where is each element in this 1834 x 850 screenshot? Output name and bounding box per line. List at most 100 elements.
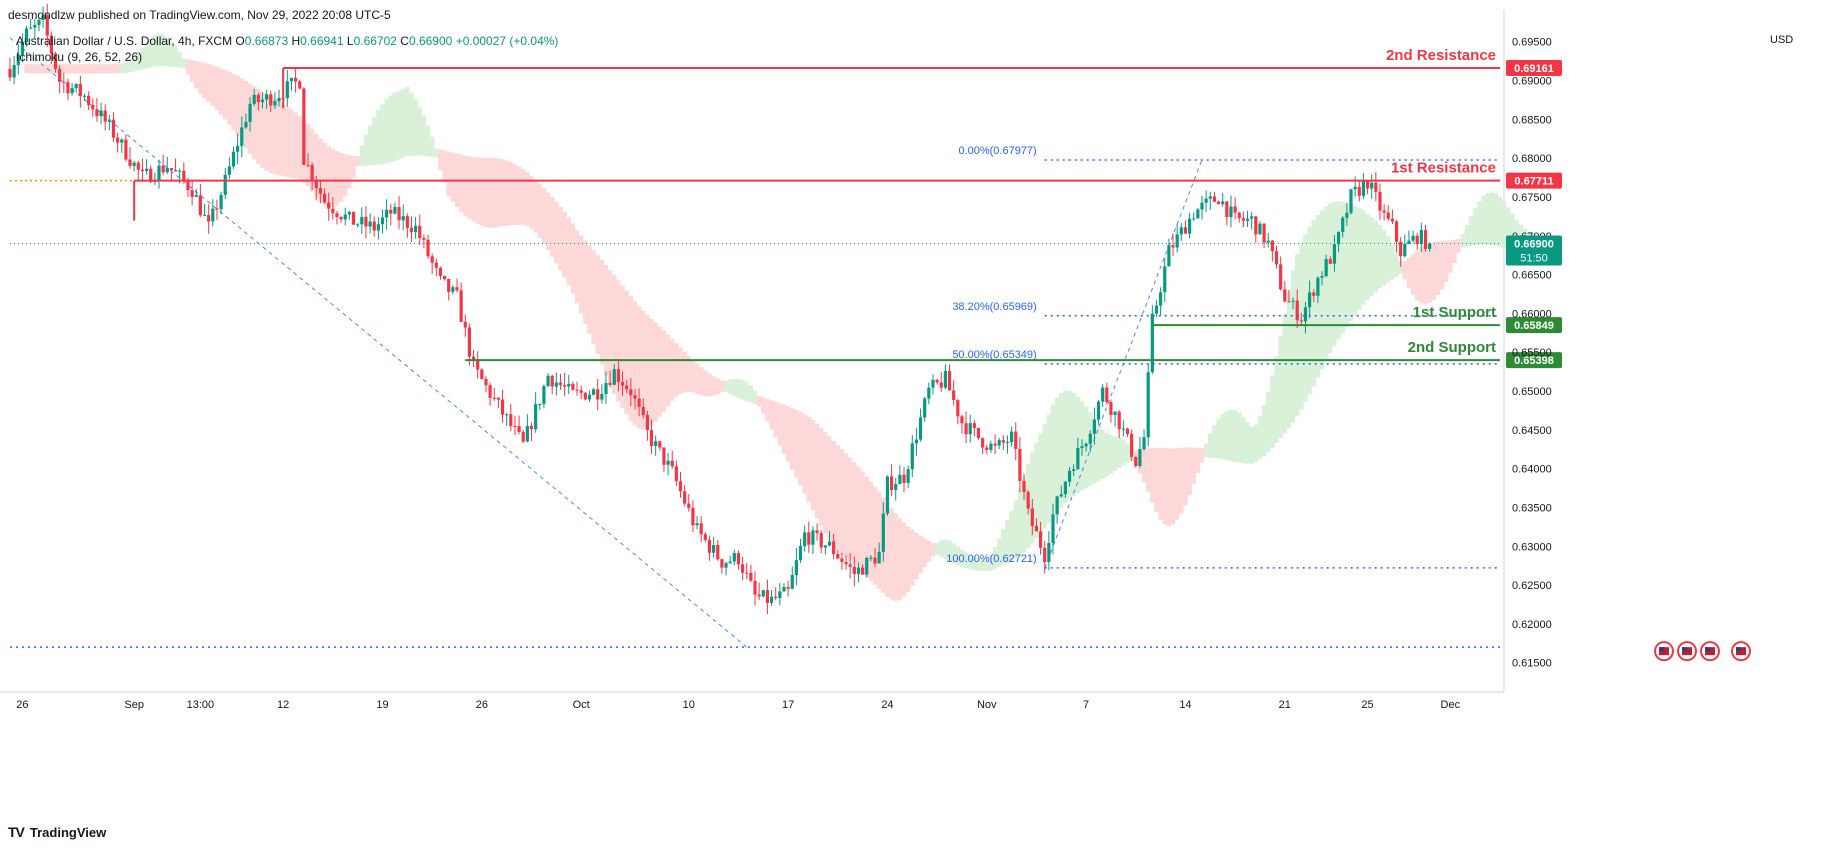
candle-body [1270, 240, 1274, 252]
candle-body [1018, 448, 1022, 481]
candle-body [740, 564, 745, 573]
candle-body [807, 532, 811, 545]
cloud-segment [641, 310, 646, 430]
candle-body [658, 441, 662, 448]
candle-body [1043, 547, 1047, 562]
candle-body [517, 426, 521, 432]
candle-body [1341, 217, 1345, 233]
candle-body [600, 393, 604, 400]
cloud-segment [115, 64, 120, 74]
cloud-segment [1398, 261, 1403, 274]
cloud-segment [223, 69, 228, 120]
support-price-text: 0.65398 [1514, 355, 1554, 367]
cloud-segment [876, 492, 882, 589]
cloud-segment [773, 401, 778, 438]
cloud-segment [260, 91, 265, 168]
cloud-segment [384, 99, 389, 164]
candle-body [985, 447, 989, 450]
y-tick-label: 0.61500 [1512, 658, 1552, 670]
cloud-segment [405, 86, 410, 156]
candle-body [488, 385, 492, 398]
cloud-segment [1274, 356, 1279, 444]
cloud-segment [1390, 244, 1395, 280]
candle-body [269, 94, 273, 106]
cloud-segment [1266, 391, 1271, 453]
candle-body [786, 587, 790, 589]
resistance-price-text: 0.69161 [1514, 63, 1554, 75]
candle-body [95, 109, 99, 117]
candle-body [12, 65, 16, 78]
candle-body [1101, 387, 1105, 402]
candle-body [393, 206, 397, 214]
candle-body [1059, 494, 1063, 497]
cloud-segment [396, 90, 402, 160]
candle-body [169, 168, 174, 170]
candle-body [612, 369, 616, 385]
candle-body [960, 416, 964, 424]
x-tick-label: Oct [573, 699, 590, 711]
candle-body [132, 162, 136, 166]
x-tick-label: 21 [1279, 699, 1291, 711]
y-tick-label: 0.65000 [1512, 386, 1552, 398]
candle-body [306, 164, 310, 166]
candle-body [736, 553, 741, 565]
candle-body [389, 209, 393, 214]
cloud-segment [107, 64, 112, 74]
cloud-segment [910, 529, 915, 586]
candle-body [318, 188, 323, 194]
candle-body [1014, 431, 1018, 449]
cloud-segment [1216, 418, 1221, 459]
ichimoku-indicator-label[interactable]: Ichimoku (9, 26, 52, 26) [16, 50, 143, 64]
cloud-segment [1017, 489, 1023, 556]
candle-body [918, 417, 923, 440]
candle-body [405, 216, 409, 228]
candle-body [434, 262, 438, 268]
cloud-segment [1427, 243, 1432, 303]
cloud-segment [1506, 207, 1511, 249]
x-tick-label: 26 [16, 699, 28, 711]
candle-body [277, 97, 281, 102]
candle-body [157, 165, 161, 181]
cloud-segment [1212, 425, 1217, 458]
candle-body [327, 202, 331, 209]
cloud-segment [678, 347, 683, 394]
cloud-segment [297, 115, 302, 180]
candle-body [952, 390, 956, 401]
cloud-segment [980, 559, 985, 572]
candle-body [534, 404, 538, 430]
cloud-segment [268, 96, 273, 174]
candle-body [409, 227, 414, 233]
candle-body [1121, 428, 1125, 430]
candle-body [397, 206, 401, 221]
cloud-segment [156, 33, 162, 67]
candle-body [1336, 232, 1341, 245]
cloud-segment [549, 196, 555, 257]
cloud-segment [198, 61, 203, 94]
cloud-segment [1150, 448, 1155, 503]
cloud-segment [798, 411, 803, 486]
x-tick-label: 13:00 [187, 699, 215, 711]
candle-body [1237, 212, 1241, 219]
cloud-segment [1249, 426, 1254, 464]
candle-body [720, 559, 724, 568]
cloud-segment [620, 285, 625, 408]
candle-body [1303, 307, 1308, 322]
cloud-segment [276, 100, 282, 176]
candle-body [649, 430, 654, 446]
cloud-segment [479, 157, 485, 226]
cloud-segment [670, 338, 675, 401]
candle-body [782, 587, 786, 592]
candle-body [1163, 266, 1167, 293]
candle-body [811, 530, 815, 545]
cloud-segment [1208, 433, 1213, 458]
x-tick-label: Dec [1441, 699, 1461, 711]
cloud-segment [1501, 201, 1507, 248]
cloud-segment [218, 68, 224, 115]
cloud-segment [347, 155, 352, 189]
cloud-segment [790, 408, 795, 470]
candle-body [1146, 372, 1150, 438]
candle-body [666, 460, 670, 465]
candle-body [1063, 481, 1068, 495]
cloud-segment [1191, 447, 1196, 484]
